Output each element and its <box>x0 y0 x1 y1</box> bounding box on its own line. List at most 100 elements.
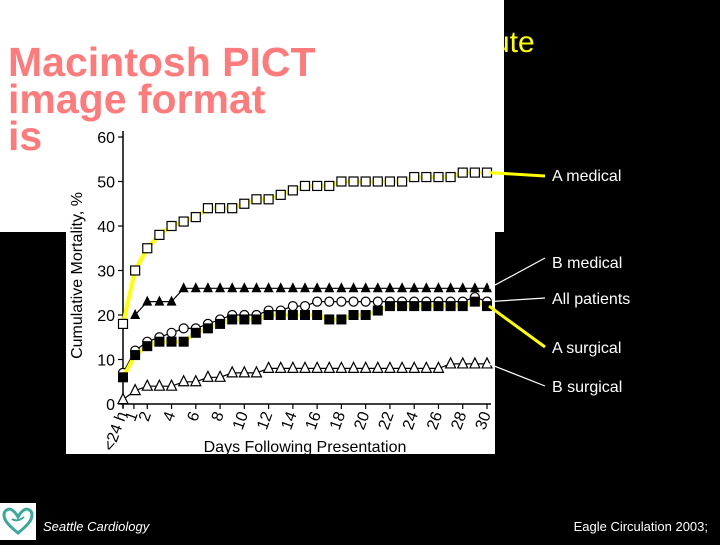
data-point-b-surgical <box>129 383 142 396</box>
data-point-b-medical <box>275 282 286 293</box>
data-point-b-surgical <box>481 356 493 369</box>
x-tick-label: 14 <box>279 409 301 432</box>
x-tick-label: 24 <box>400 409 422 432</box>
data-point-a-surgical <box>275 310 286 320</box>
data-point-a-surgical <box>239 314 250 325</box>
data-point-b-medical <box>190 282 201 293</box>
data-point-b-surgical <box>189 374 202 387</box>
data-point-b-surgical <box>201 369 214 382</box>
data-point-all-patients <box>324 296 335 307</box>
footer-citation: Eagle Circulation 2003; <box>573 519 708 534</box>
data-point-all-patients <box>312 296 323 307</box>
data-point-b-surgical <box>432 361 445 373</box>
data-point-b-medical <box>409 282 420 293</box>
data-point-b-surgical <box>153 378 166 391</box>
data-point-b-surgical <box>262 361 275 373</box>
data-point-b-medical <box>372 282 383 293</box>
y-tick-label: 30 <box>97 264 115 281</box>
footer-source: Seattle Cardiology <box>43 519 150 534</box>
data-point-a-medical <box>433 171 444 183</box>
data-point-b-medical <box>287 282 298 293</box>
data-point-all-patients <box>360 296 371 307</box>
leader-line-b-medical <box>488 257 546 289</box>
data-point-a-surgical <box>215 318 226 329</box>
x-tick-label: 4 <box>160 409 179 423</box>
data-point-b-medical <box>324 282 335 293</box>
x-tick-label: 6 <box>185 409 204 423</box>
data-point-a-surgical <box>154 336 165 347</box>
data-point-a-medical <box>445 171 456 183</box>
pict-line-3: is <box>8 113 43 159</box>
x-tick-label: 20 <box>351 409 373 432</box>
data-point-b-medical <box>300 282 310 293</box>
data-point-b-medical <box>166 295 177 306</box>
data-point-a-surgical <box>336 314 347 325</box>
data-point-b-medical <box>263 282 274 293</box>
data-point-a-surgical <box>287 310 298 320</box>
data-point-a-surgical <box>263 310 274 320</box>
data-point-b-medical <box>421 282 432 293</box>
data-point-b-surgical <box>335 361 348 373</box>
data-point-a-medical <box>384 176 396 187</box>
leader-line-a-surgical <box>488 304 546 349</box>
data-point-b-medical <box>130 309 141 319</box>
data-point-b-medical <box>384 282 395 293</box>
data-point-a-medical <box>251 194 262 205</box>
data-point-a-surgical <box>300 310 310 320</box>
data-point-a-medical <box>142 243 153 254</box>
data-point-b-medical <box>239 282 250 293</box>
x-tick-label: 8 <box>209 409 228 423</box>
data-point-b-surgical <box>420 361 433 373</box>
data-point-b-surgical <box>456 356 469 369</box>
y-axis-title: Cumulative Mortality, % <box>69 192 86 359</box>
data-point-a-surgical <box>190 327 201 338</box>
x-tick-label: 26 <box>424 409 446 432</box>
data-point-b-surgical <box>299 361 311 373</box>
pict-line-1: Macintosh PICT <box>8 39 316 85</box>
data-point-a-medical <box>469 167 480 178</box>
data-point-b-medical <box>154 295 165 306</box>
data-point-a-medical <box>324 180 335 192</box>
data-point-a-medical <box>263 194 274 205</box>
y-tick-label: 0 <box>106 397 115 414</box>
data-point-all-patients <box>287 301 298 312</box>
leader-line-a-medical <box>488 171 546 178</box>
data-point-a-surgical <box>348 310 359 320</box>
data-point-b-medical <box>312 282 323 293</box>
data-point-b-surgical <box>177 374 190 387</box>
data-point-a-medical <box>202 203 214 214</box>
data-point-a-surgical <box>166 336 177 347</box>
data-point-b-medical <box>469 282 480 293</box>
data-point-b-surgical <box>371 361 384 373</box>
data-point-b-medical <box>457 282 468 293</box>
data-point-a-medical <box>214 203 226 214</box>
data-point-a-medical <box>299 180 311 192</box>
data-point-a-medical <box>227 203 238 214</box>
data-point-a-surgical <box>409 301 420 312</box>
data-point-b-medical <box>202 282 213 293</box>
data-point-b-medical <box>445 282 456 293</box>
data-point-b-surgical <box>383 361 396 373</box>
data-point-a-medical <box>360 176 371 187</box>
data-point-b-medical <box>215 282 226 293</box>
data-point-all-patients <box>348 296 359 307</box>
data-point-b-surgical <box>396 361 409 373</box>
data-point-a-surgical <box>433 301 444 312</box>
x-tick-label: 28 <box>448 409 470 432</box>
data-point-b-medical <box>397 282 408 293</box>
data-point-a-medical <box>312 180 323 192</box>
data-point-a-medical <box>396 176 408 187</box>
x-tick-label: 16 <box>303 409 325 432</box>
x-axis-title: Days Following Presentation <box>204 439 407 456</box>
data-point-a-medical <box>154 229 165 240</box>
data-point-a-medical <box>130 265 141 276</box>
data-point-all-patients <box>299 301 311 312</box>
data-point-a-medical <box>409 171 420 183</box>
heart-icon <box>0 503 36 540</box>
data-point-a-surgical <box>457 301 468 312</box>
data-point-b-medical <box>348 282 359 293</box>
data-point-a-surgical <box>469 296 480 307</box>
x-tick-label: 10 <box>230 409 252 432</box>
data-point-a-medical <box>287 185 298 196</box>
